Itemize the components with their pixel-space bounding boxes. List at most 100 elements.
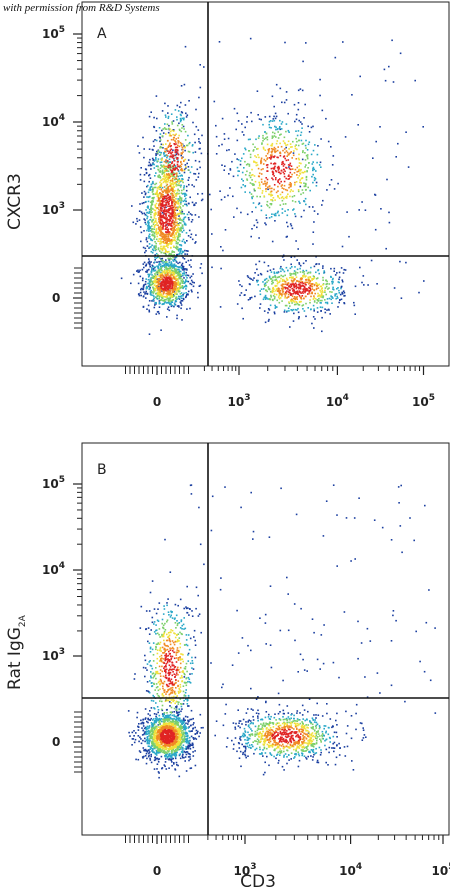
event-dot: [374, 228, 377, 231]
event-dot: [275, 757, 277, 760]
event-dot: [241, 171, 244, 174]
event-dot: [167, 281, 169, 283]
event-dot: [254, 146, 256, 148]
event-dot: [184, 139, 187, 141]
event-dot: [184, 751, 187, 754]
event-dot: [167, 115, 170, 118]
event-dot: [155, 228, 158, 230]
event-dot: [167, 178, 169, 180]
event-dot: [355, 728, 357, 731]
x-tick-label: 105: [412, 393, 435, 409]
event-dot: [270, 162, 272, 165]
event-dot: [285, 277, 288, 280]
event-dot: [188, 740, 191, 742]
event-dot: [307, 293, 309, 295]
event-dot: [301, 123, 303, 125]
event-dot: [166, 285, 168, 287]
event-dot: [250, 174, 253, 177]
event-dot: [148, 161, 151, 164]
event-dot: [268, 123, 270, 126]
event-dot: [308, 279, 310, 282]
event-dot: [323, 270, 325, 272]
event-dot: [141, 756, 144, 758]
event-dot: [242, 732, 245, 735]
event-dot: [149, 163, 152, 166]
event-dot: [322, 284, 324, 286]
event-dot: [178, 134, 180, 137]
event-dot: [260, 118, 262, 121]
event-dot: [164, 269, 166, 271]
event-dot: [237, 709, 239, 711]
event-dot: [265, 217, 268, 219]
event-dot: [326, 301, 329, 304]
event-dot: [159, 185, 161, 187]
event-dot: [180, 244, 182, 246]
event-dot: [294, 168, 297, 171]
event-dot: [281, 187, 284, 189]
event-dot: [223, 169, 225, 171]
event-dot: [313, 714, 315, 716]
event-dot: [148, 610, 151, 612]
event-dot: [162, 281, 164, 283]
event-dot: [166, 148, 168, 151]
event-dot: [144, 740, 146, 743]
event-dot: [166, 308, 169, 310]
event-dot: [148, 633, 151, 635]
event-dot: [297, 307, 299, 310]
event-dot: [226, 149, 228, 152]
event-dot: [231, 664, 234, 666]
event-dot: [188, 264, 191, 266]
event-dot: [151, 219, 153, 221]
event-dot: [142, 202, 145, 204]
event-dot: [286, 195, 288, 198]
event-dot: [304, 286, 306, 289]
event-dot: [187, 290, 190, 293]
event-dot: [284, 142, 286, 145]
event-dot: [154, 209, 157, 212]
event-dot: [330, 146, 332, 148]
event-dot: [295, 118, 298, 121]
event-dot: [158, 171, 161, 173]
event-dot: [172, 251, 175, 253]
event-dot: [166, 147, 168, 150]
event-dot: [294, 147, 297, 150]
event-dot: [179, 247, 182, 250]
event-dot: [295, 144, 297, 146]
event-dot: [249, 298, 251, 300]
event-dot: [153, 238, 155, 240]
event-dot: [291, 287, 294, 290]
event-dot: [175, 138, 177, 140]
event-dot: [148, 237, 150, 239]
event-dot: [163, 286, 166, 289]
event-dot: [236, 139, 239, 142]
event-dot: [308, 283, 310, 285]
event-dot: [180, 213, 183, 215]
event-dot: [326, 280, 328, 283]
event-dot: [185, 770, 188, 772]
event-dot: [160, 258, 162, 260]
event-dot: [166, 604, 168, 607]
event-dot: [278, 301, 281, 304]
event-dot: [307, 276, 310, 279]
event-dot: [284, 41, 286, 44]
event-dot: [334, 56, 337, 59]
event-dot: [145, 214, 148, 217]
event-dot: [183, 272, 185, 275]
event-dot: [187, 721, 190, 723]
event-dot: [153, 245, 155, 247]
event-dot: [191, 238, 194, 241]
event-dot: [317, 284, 319, 286]
event-dot: [185, 747, 188, 750]
event-dot: [180, 199, 182, 202]
event-dot: [142, 263, 145, 265]
event-dot: [145, 290, 147, 293]
event-dot: [269, 203, 272, 205]
event-dot: [277, 190, 279, 192]
event-dot: [145, 168, 148, 171]
event-dot: [215, 135, 218, 138]
event-dot: [255, 712, 258, 714]
event-dot: [180, 152, 183, 154]
event-dot: [252, 184, 254, 186]
event-dot: [157, 292, 159, 294]
